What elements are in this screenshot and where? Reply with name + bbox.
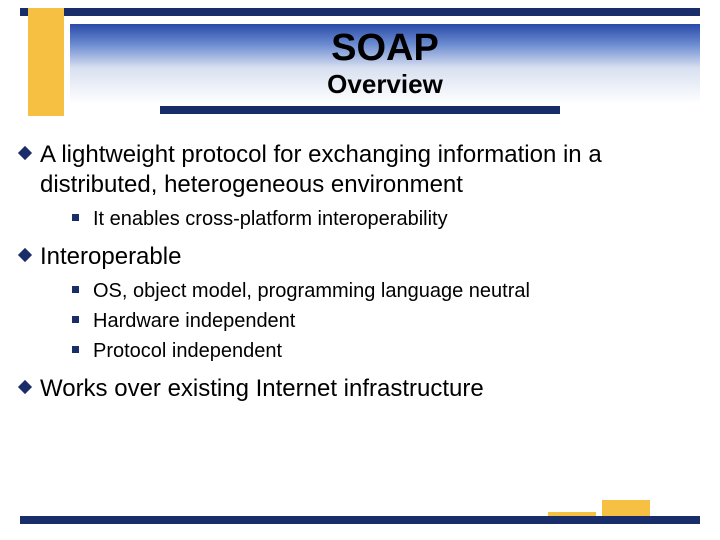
slide-subtitle: Overview (327, 69, 443, 100)
content-area: A lightweight protocol for exchanging in… (20, 140, 700, 414)
square-icon (72, 316, 79, 323)
diamond-icon (18, 248, 32, 262)
square-icon (72, 214, 79, 221)
bullet-main: Works over existing Internet infrastruct… (20, 374, 700, 404)
bullet-sub-text: Protocol independent (93, 338, 282, 364)
top-border-bar (20, 8, 700, 16)
bullet-sub-text: Hardware independent (93, 308, 295, 334)
bullet-group: Interoperable OS, object model, programm… (20, 242, 700, 364)
bullet-sub: OS, object model, programming language n… (72, 278, 700, 304)
bullet-sub-text: It enables cross-platform interoperabili… (93, 206, 448, 232)
slide-title: SOAP (331, 29, 439, 67)
gold-accent-left (28, 8, 64, 116)
bullet-sub: Hardware independent (72, 308, 700, 334)
bullet-sub: Protocol independent (72, 338, 700, 364)
square-icon (72, 286, 79, 293)
bullet-sub: It enables cross-platform interoperabili… (72, 206, 700, 232)
bullet-sub-text: OS, object model, programming language n… (93, 278, 530, 304)
diamond-icon (18, 380, 32, 394)
bullet-main: A lightweight protocol for exchanging in… (20, 140, 700, 200)
bullet-main-text: Works over existing Internet infrastruct… (40, 374, 484, 404)
title-underline (160, 106, 560, 114)
bullet-main: Interoperable (20, 242, 700, 272)
bullet-main-text: Interoperable (40, 242, 181, 272)
bullet-group: Works over existing Internet infrastruct… (20, 374, 700, 404)
bullet-main-text: A lightweight protocol for exchanging in… (40, 140, 700, 200)
header-gradient: SOAP Overview (70, 24, 700, 104)
bullet-group: A lightweight protocol for exchanging in… (20, 140, 700, 232)
bottom-border-bar (20, 516, 700, 524)
diamond-icon (18, 146, 32, 160)
square-icon (72, 346, 79, 353)
